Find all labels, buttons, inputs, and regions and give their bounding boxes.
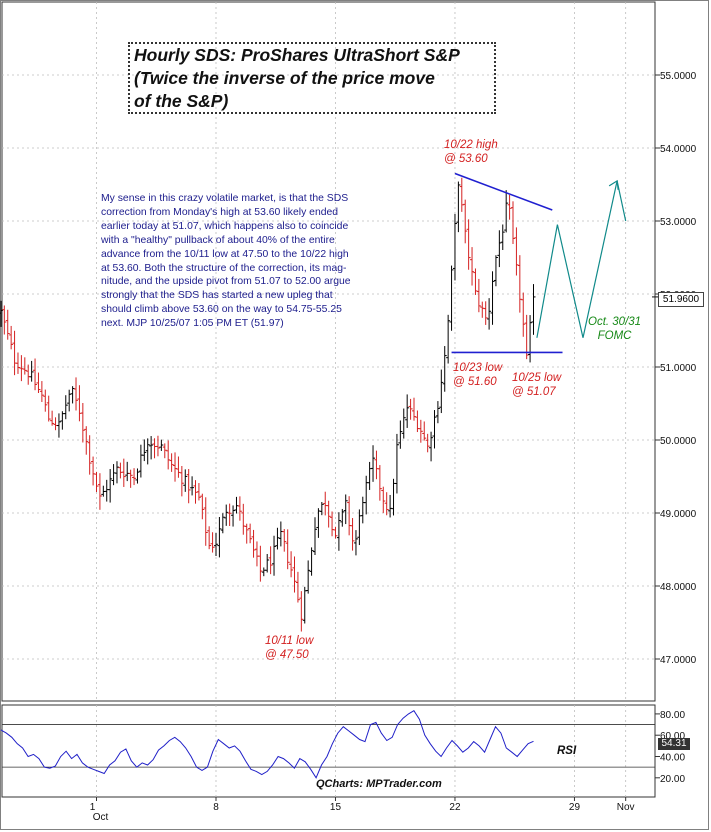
- commentary-line: at 53.60. Both the structure of the corr…: [101, 262, 347, 274]
- time-axis-label: Oct: [93, 812, 109, 823]
- time-axis-label: 1: [90, 802, 96, 813]
- commentary-text: My sense in this crazy volatile market, …: [101, 192, 436, 331]
- time-axis-label: 8: [213, 802, 219, 813]
- commentary-line: My sense in this crazy volatile market, …: [101, 193, 349, 204]
- price-axis-label: 55.0000: [660, 71, 697, 82]
- price-axis-label: 51.0000: [660, 363, 697, 374]
- annotation-1011-low: 10/11 low @ 47.50: [265, 635, 314, 661]
- chart-title-line-3: of the S&P): [134, 91, 229, 111]
- chart-title-line-2: (Twice the inverse of the price move: [134, 68, 435, 88]
- trendlines-layer: [451, 172, 658, 354]
- rsi-line: [0, 710, 534, 779]
- rsi-label: RSI: [557, 745, 577, 757]
- annotation-1022-high: 10/22 high @ 53.60: [444, 139, 498, 165]
- price-axis-label: 47.0000: [660, 655, 697, 666]
- commentary-line: nitude, and the upside pivot from 51.07 …: [101, 276, 351, 288]
- price-axis-label: 54.0000: [660, 144, 697, 155]
- price-axis-label: 49.0000: [660, 509, 697, 520]
- rsi-panel-border: [1, 704, 656, 798]
- commentary-line: next. MJP 10/25/07 1:05 PM ET (51.97): [101, 318, 284, 330]
- last-price-tag: 51.9600: [658, 292, 704, 307]
- price-panel-border: [1, 1, 656, 702]
- time-axis-label: Nov: [617, 802, 635, 813]
- price-bars-layer: [0, 177, 536, 632]
- commentary-line: correction from Monday's high at 53.60 l…: [101, 206, 339, 218]
- resistance-trendline: [454, 172, 553, 211]
- price-axis-label: 50.0000: [660, 436, 697, 447]
- grid-layer: [1, 1, 656, 798]
- projection-path: [536, 180, 627, 338]
- projection-arrowhead: [608, 179, 619, 190]
- annotation-fomc: Oct. 30/31 FOMC: [588, 316, 642, 342]
- commentary-line: advance from the 10/11 low at 47.50 to t…: [101, 248, 349, 260]
- rsi-axis-label: 20.00: [660, 774, 685, 785]
- time-axis-label: 15: [330, 802, 342, 813]
- price-axis-label: 53.0000: [660, 217, 697, 228]
- chart-credit: QCharts: MPTrader.com: [316, 778, 442, 790]
- axis-layer: 47.000048.000049.000050.000051.000052.00…: [90, 71, 697, 823]
- rsi-axis-label: 40.00: [660, 753, 685, 764]
- price-axis-label: 48.0000: [660, 582, 697, 593]
- chart-title-line-1: Hourly SDS: ProShares UltraShort S&P: [134, 45, 460, 65]
- rsi-panel-layer: [0, 710, 655, 779]
- commentary-line: strongly that the SDS has started a new …: [101, 290, 333, 302]
- time-axis-label: 22: [449, 802, 461, 813]
- annotation-1023-low: 10/23 low @ 51.60: [453, 362, 503, 388]
- rsi-axis-label: 60.00: [660, 731, 685, 742]
- annotation-1025-low: 10/25 low @ 51.07: [512, 372, 562, 398]
- rsi-last-value-tag: 54.31: [658, 738, 690, 750]
- commentary-line: with a "healthy" pullback of about 40% o…: [101, 234, 335, 246]
- rsi-axis-label: 80.00: [660, 710, 685, 721]
- chart-title-box: Hourly SDS: ProShares UltraShort S&P (Tw…: [128, 42, 496, 114]
- commentary-line: should climb above 53.60 on the way to 5…: [101, 304, 342, 316]
- time-axis-label: 29: [569, 802, 581, 813]
- commentary-line: earlier today at 51.07, which happens al…: [101, 220, 349, 232]
